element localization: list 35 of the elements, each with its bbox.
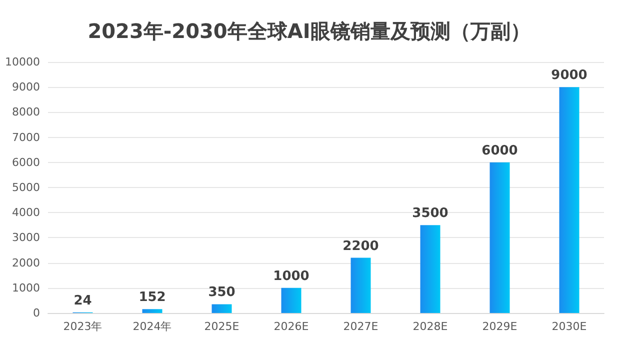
x-tick-label: 2028E: [412, 320, 448, 333]
y-tick-label: 9000: [12, 80, 40, 94]
y-tick-label: 0: [33, 306, 40, 320]
y-tick-label: 8000: [12, 106, 40, 119]
bar: [142, 309, 162, 313]
data-label: 6000: [482, 143, 518, 158]
data-label: 1000: [273, 268, 310, 284]
x-tick-label: 2029E: [482, 320, 518, 333]
x-tick-label: 2027E: [343, 320, 378, 333]
y-tick-label: 3000: [12, 231, 40, 244]
data-label: 9000: [551, 68, 588, 84]
y-tick-label: 2000: [12, 256, 40, 270]
data-label: 2200: [342, 238, 379, 254]
x-tick-label: 2024年: [132, 320, 172, 333]
x-tick-label: 2030E: [552, 320, 587, 333]
data-label: 3500: [412, 206, 448, 222]
data-label: 350: [208, 285, 236, 300]
x-tick-label: 2023年: [63, 320, 102, 333]
y-tick-label: 4000: [12, 206, 40, 220]
y-tick-label: 5000: [12, 181, 40, 194]
data-label: 152: [138, 290, 166, 306]
x-tick-label: 2025E: [204, 320, 240, 333]
y-tick-label: 7000: [12, 130, 40, 144]
bar: [281, 288, 302, 313]
data-label: 24: [74, 293, 92, 308]
bar: [420, 225, 440, 313]
chart-title: 2023年-2030年全球AI眼镜销量及预测（万副）: [88, 19, 530, 43]
bar: [350, 258, 371, 313]
bar: [559, 87, 580, 313]
y-tick-label: 10000: [5, 56, 40, 68]
y-tick-label: 6000: [12, 156, 40, 169]
x-tick-label: 2026E: [274, 320, 309, 333]
y-tick-label: 1000: [12, 281, 40, 294]
bar: [490, 162, 510, 313]
bar: [212, 304, 232, 313]
